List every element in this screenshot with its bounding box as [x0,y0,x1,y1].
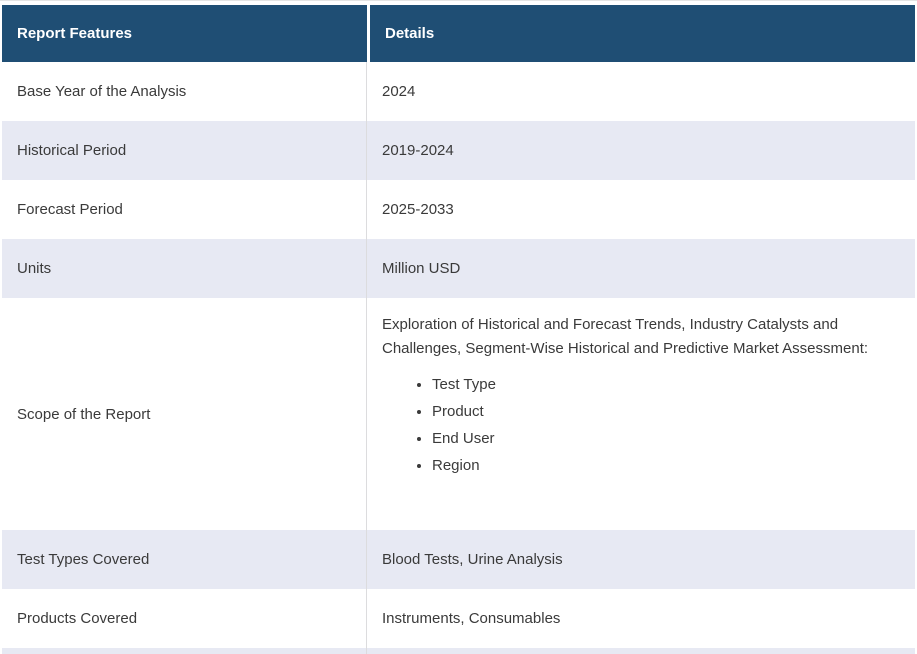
details-cell-scope: Exploration of Historical and Forecast T… [367,298,915,530]
feature-cell-units: Units [2,239,367,298]
table-row: Base Year of the Analysis 2024 [2,62,915,121]
feature-cell-test-types: Test Types Covered [2,530,367,589]
scope-bullet-region: Region [432,452,895,479]
details-cell-base-year: 2024 [367,62,915,121]
details-cell-products: Instruments, Consumables [367,589,915,648]
table-row-scope: Scope of the Report Exploration of Histo… [2,298,915,530]
feature-cell-base-year: Base Year of the Analysis [2,62,367,121]
details-cell-partial [367,648,915,654]
column-header-details: Details [370,5,915,62]
feature-cell-scope: Scope of the Report [2,298,367,530]
table-header-row: Report Features Details [2,5,915,62]
table-row: Units Million USD [2,239,915,298]
table-row: Historical Period 2019-2024 [2,121,915,180]
scope-intro-text: Exploration of Historical and Forecast T… [382,316,869,357]
details-cell-units: Million USD [367,239,915,298]
feature-cell-historical-period: Historical Period [2,121,367,180]
details-cell-forecast-period: 2025-2033 [367,180,915,239]
header-column-gap [367,5,370,62]
scope-bullet-end-user: End User [432,425,895,452]
feature-cell-forecast-period: Forecast Period [2,180,367,239]
table-row: Products Covered Instruments, Consumable… [2,589,915,648]
feature-cell-partial [2,648,367,654]
table-row: Test Types Covered Blood Tests, Urine An… [2,530,915,589]
column-header-report-features: Report Features [2,5,367,62]
scope-bullet-test-type: Test Type [432,371,895,398]
details-cell-test-types: Blood Tests, Urine Analysis [367,530,915,589]
table-row: Forecast Period 2025-2033 [2,180,915,239]
table-row-partial [2,648,915,654]
feature-cell-products: Products Covered [2,589,367,648]
details-cell-historical-period: 2019-2024 [367,121,915,180]
scope-bullet-product: Product [432,398,895,425]
scope-bullet-list: Test Type Product End User Region [382,371,895,479]
